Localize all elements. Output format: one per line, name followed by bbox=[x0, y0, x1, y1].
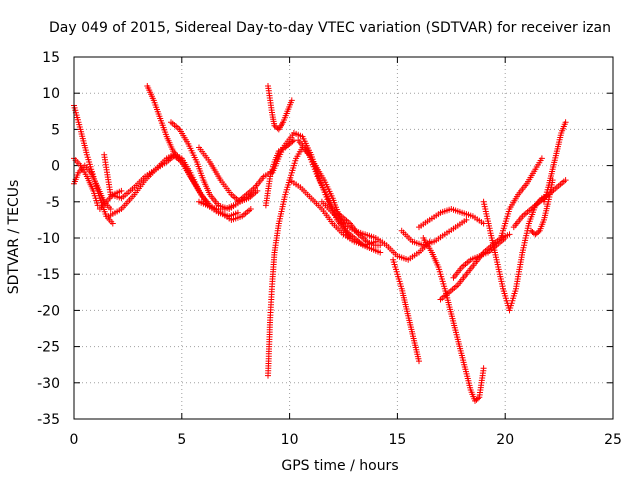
series-arc-20 bbox=[398, 216, 470, 249]
y-tick-label: 0 bbox=[51, 159, 60, 175]
y-tick-label: 5 bbox=[51, 122, 60, 138]
x-tick-label: 10 bbox=[281, 432, 299, 448]
data-marker-path bbox=[390, 256, 422, 365]
data-marker-path bbox=[420, 235, 487, 404]
series-arc-25 bbox=[480, 191, 552, 314]
data-marker-path bbox=[480, 191, 552, 314]
x-tick-label: 20 bbox=[496, 432, 514, 448]
y-axis-label: SDTVAR / TECUs bbox=[6, 180, 22, 295]
axis-tick-labels: 0 5 10 15 20 25 15 10 5 0 -5 -10 -15 -20 -25 -30 -35 bbox=[37, 50, 622, 448]
data-marker-path bbox=[528, 177, 556, 238]
series-arc-9 bbox=[196, 198, 237, 212]
y-tick-label: -15 bbox=[37, 267, 60, 283]
x-tick-label: 5 bbox=[177, 432, 186, 448]
series-arc-19 bbox=[390, 256, 422, 365]
y-tick-label: -25 bbox=[37, 340, 60, 356]
y-tick-label: 10 bbox=[42, 86, 60, 102]
data-points bbox=[71, 83, 569, 404]
data-marker-path bbox=[398, 216, 470, 249]
y-tick-label: -10 bbox=[37, 231, 60, 247]
x-axis-label: GPS time / hours bbox=[281, 458, 398, 474]
series-arc-22 bbox=[420, 235, 487, 404]
data-marker-path bbox=[96, 187, 125, 212]
series-arc-29 bbox=[528, 177, 556, 238]
y-tick-label: -20 bbox=[37, 303, 60, 319]
y-tick-label: -5 bbox=[46, 195, 60, 211]
data-marker-path bbox=[265, 83, 295, 133]
x-tick-label: 25 bbox=[604, 432, 622, 448]
y-tick-label: -30 bbox=[37, 376, 60, 392]
series-arc-18 bbox=[318, 198, 433, 263]
series-arc-11 bbox=[234, 169, 274, 205]
series-arc-14 bbox=[265, 83, 295, 133]
series-arc-24 bbox=[450, 235, 509, 281]
series-arc-5 bbox=[96, 187, 125, 212]
plot-frame bbox=[73, 56, 614, 420]
x-tick-label: 0 bbox=[70, 432, 79, 448]
y-tick-label: 15 bbox=[42, 50, 60, 66]
data-marker-path bbox=[416, 206, 487, 231]
data-marker-path bbox=[196, 198, 237, 212]
y-tick-label: -35 bbox=[37, 412, 60, 428]
x-tick-label: 15 bbox=[388, 432, 406, 448]
data-marker-path bbox=[497, 155, 545, 241]
series-arc-17 bbox=[286, 177, 379, 249]
data-marker-path bbox=[234, 169, 274, 205]
data-marker-path bbox=[318, 198, 433, 263]
data-marker-path bbox=[450, 235, 509, 281]
series-arc-26 bbox=[497, 155, 545, 241]
data-marker-path bbox=[286, 177, 379, 249]
series-arc-21 bbox=[416, 206, 487, 231]
chart-title: Day 049 of 2015, Sidereal Day-to-day VTE… bbox=[49, 20, 611, 36]
